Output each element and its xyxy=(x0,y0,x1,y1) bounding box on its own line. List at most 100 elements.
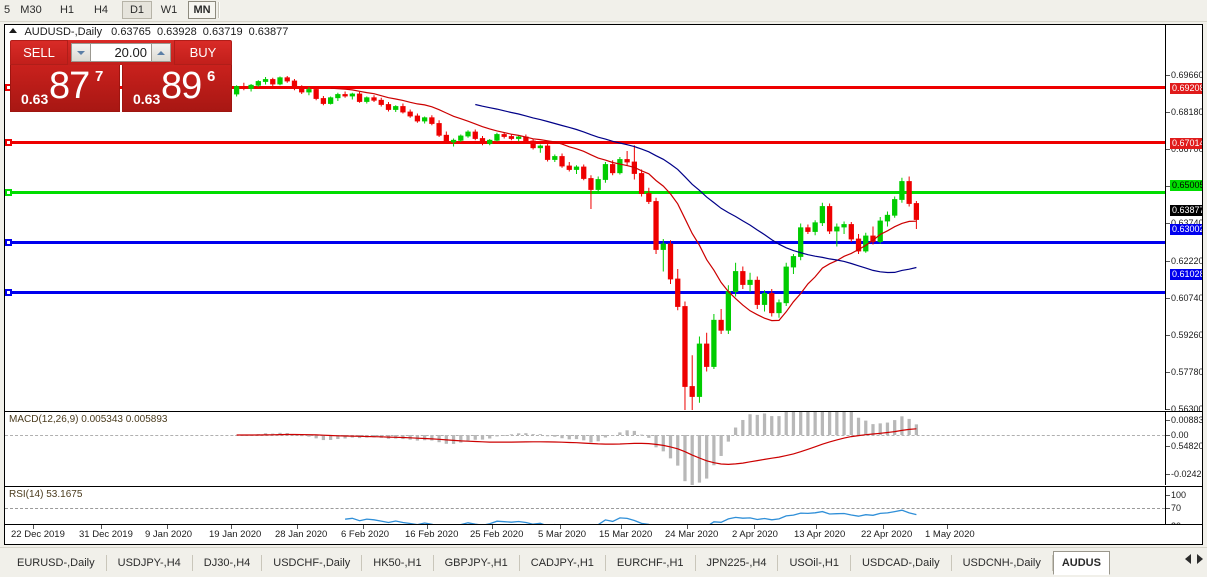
level-line-anchor[interactable] xyxy=(5,239,12,247)
price-level-marker[interactable]: 0.61028 xyxy=(1170,269,1202,280)
time-axis-label: 6 Feb 2020 xyxy=(341,529,390,540)
timeframe-button-m30[interactable]: M30 xyxy=(20,4,42,16)
price-pane: 0.696600.681800.667000.652200.637400.622… xyxy=(5,25,1203,451)
tab-separator xyxy=(191,555,193,571)
time-axis-tick xyxy=(231,525,232,529)
symbol-tab-strip: EURUSD-,Daily USDJPY-,H4 DJ30-,H4 USDCHF-,D… xyxy=(6,551,1110,575)
tab-separator xyxy=(518,555,520,571)
ohlc-open: 0.63765 xyxy=(111,26,151,38)
tab-separator xyxy=(432,555,434,571)
symbol-tab-eurchfh1[interactable]: EURCHF-,H1 xyxy=(616,557,684,569)
symbol-tab-eurusddaily[interactable]: EURUSD-,Daily xyxy=(17,557,95,569)
timeframe-button-h4[interactable]: H4 xyxy=(93,4,109,16)
price-axis-label: 0.59260 xyxy=(1171,330,1203,340)
price-axis-label: 0.69660 xyxy=(1171,70,1203,80)
tab-separator xyxy=(105,555,107,571)
time-axis-label: 19 Jan 2020 xyxy=(209,529,262,540)
symbol-tab-cadjpyh1[interactable]: CADJPY-,H1 xyxy=(530,557,594,569)
symbol-tab-usdjpyh4[interactable]: USDJPY-,H4 xyxy=(117,557,181,569)
tab-separator xyxy=(604,555,606,571)
time-axis-label: 25 Feb 2020 xyxy=(470,529,524,540)
time-axis-tick xyxy=(297,525,298,529)
price-axis-label: 0.60740 xyxy=(1171,293,1203,303)
tab-separator xyxy=(1051,555,1053,571)
volume-stepper[interactable]: 20.00 xyxy=(68,40,174,65)
macd-plot-area[interactable] xyxy=(5,412,1165,485)
tab-separator xyxy=(950,555,952,571)
sell-price-fraction: 7 xyxy=(95,68,104,85)
symbol-tab-jpn225h4[interactable]: JPN225-,H4 xyxy=(706,557,767,569)
time-axis-label: 2 Apr 2020 xyxy=(732,529,778,540)
level-line-anchor[interactable] xyxy=(5,288,12,296)
chevron-down-icon xyxy=(77,50,85,55)
time-axis-tick xyxy=(816,525,817,529)
volume-decrement-button[interactable] xyxy=(71,43,91,62)
ohlc-close: 0.63877 xyxy=(248,26,289,38)
horizontal-level-line[interactable] xyxy=(5,139,1165,147)
chart-ohlc-values: 0.63765 0.63928 0.63719 0.63877 xyxy=(111,26,291,38)
tab-separator xyxy=(694,555,696,571)
symbol-tab-hk50h1[interactable]: HK50-,H1 xyxy=(373,557,422,569)
buy-price-main: 89 xyxy=(161,65,202,107)
rsi-axis-tick xyxy=(1166,495,1170,496)
volume-increment-button[interactable] xyxy=(151,43,171,62)
symbol-tab-gbpjpyh1[interactable]: GBPJPY-,H1 xyxy=(444,557,508,569)
price-level-marker[interactable]: 0.69208 xyxy=(1170,83,1202,94)
horizontal-level-line[interactable] xyxy=(5,189,1165,197)
time-axis-label: 24 Mar 2020 xyxy=(665,529,719,540)
timeframe-button-5[interactable]: 5 xyxy=(4,4,11,16)
ohlc-low: 0.63719 xyxy=(202,26,243,38)
level-line-anchor[interactable] xyxy=(5,189,12,197)
timeframe-button-h1[interactable]: H1 xyxy=(59,4,75,16)
one-click-trading-panel[interactable]: SELL 20.00 BUY 0.63 87 7 xyxy=(10,40,232,112)
horizontal-level-line[interactable] xyxy=(5,239,1165,247)
time-axis-label: 16 Feb 2020 xyxy=(405,529,459,540)
time-axis-label: 13 Apr 2020 xyxy=(794,529,846,540)
timeframe-button-d1[interactable]: D1 xyxy=(122,1,152,19)
time-axis-label: 15 Mar 2020 xyxy=(599,529,653,540)
price-axis-tick xyxy=(1166,149,1170,150)
buy-button[interactable]: BUY xyxy=(174,40,232,65)
timeframe-button-w1[interactable]: W1 xyxy=(160,4,178,16)
symbol-tab-usoilh1[interactable]: USOil-,H1 xyxy=(789,557,839,569)
arrow-right-icon[interactable] xyxy=(1197,554,1203,564)
macd-pane: MACD(12,26,9) 0.005343 0.005893 0.008833… xyxy=(5,411,1203,485)
rsi-axis-tick xyxy=(1166,508,1170,509)
price-level-marker[interactable]: 0.63877 xyxy=(1170,205,1202,216)
arrow-left-icon[interactable] xyxy=(1185,554,1191,564)
rsi-axis-label: 100 xyxy=(1171,490,1187,500)
triangle-up-icon[interactable] xyxy=(9,28,17,33)
sell-price-tile[interactable]: 0.63 87 7 xyxy=(10,65,120,112)
tab-separator xyxy=(361,555,363,571)
horizontal-level-line[interactable] xyxy=(5,288,1165,296)
price-axis-label: 0.68180 xyxy=(1171,107,1203,117)
price-level-marker[interactable]: 0.63002 xyxy=(1170,224,1202,235)
time-axis-label: 22 Apr 2020 xyxy=(861,529,913,540)
tab-scroll-controls[interactable] xyxy=(1185,554,1203,564)
volume-input[interactable]: 20.00 xyxy=(91,43,151,62)
price-plot-area[interactable] xyxy=(5,25,1165,410)
time-axis-label: 5 Mar 2020 xyxy=(538,529,587,540)
price-axis: 0.696600.681800.667000.652200.637400.622… xyxy=(1165,25,1203,451)
price-axis-tick xyxy=(1166,186,1170,187)
chart-window[interactable]: AUDUSD-,Daily 0.63765 0.63928 0.63719 0.… xyxy=(4,24,1203,545)
oct-top-row: SELL 20.00 BUY xyxy=(10,40,232,65)
symbol-tab-usdchfdaily[interactable]: USDCHF-,Daily xyxy=(273,557,351,569)
price-level-marker[interactable]: 0.67014 xyxy=(1170,138,1202,149)
buy-price-tile[interactable]: 0.63 89 6 xyxy=(122,65,232,112)
timeframe-button-mn[interactable]: MN xyxy=(188,1,216,19)
time-axis-tick xyxy=(167,525,168,529)
sell-button[interactable]: SELL xyxy=(10,40,68,65)
symbol-tab-usdcaddaily[interactable]: USDCAD-,Daily xyxy=(861,557,940,569)
price-level-marker[interactable]: 0.65005 xyxy=(1170,180,1202,191)
level-line-anchor[interactable] xyxy=(5,139,12,147)
symbol-tab-usdcnhdaily[interactable]: USDCNH-,Daily xyxy=(962,557,1041,569)
time-axis-tick xyxy=(560,525,561,529)
macd-axis-label: -0.02428 xyxy=(1171,469,1203,479)
macd-axis-tick xyxy=(1166,435,1170,436)
time-axis-label: 1 May 2020 xyxy=(925,529,975,540)
symbol-tab-audus[interactable]: AUDUS xyxy=(1052,551,1110,575)
price-axis-label: 0.63740 xyxy=(1171,218,1203,228)
candlestick-series xyxy=(233,76,920,410)
symbol-tab-dj30h4[interactable]: DJ30-,H4 xyxy=(203,557,251,569)
